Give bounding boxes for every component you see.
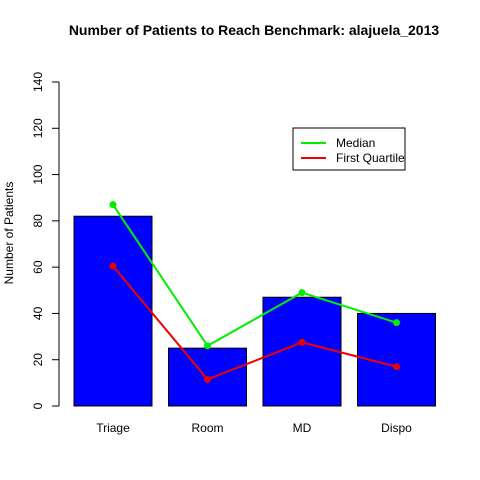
y-tick-label: 0 [31, 402, 45, 409]
x-tick-label: Room [191, 421, 223, 435]
y-tick-label: 120 [31, 118, 45, 138]
series-point [298, 338, 306, 346]
y-tick-label: 80 [31, 214, 45, 228]
y-tick-label: 20 [31, 353, 45, 367]
x-tick-label: MD [293, 421, 312, 435]
series-point [298, 289, 306, 297]
x-axis-tick-labels: Triage Room MD Dispo [96, 421, 412, 435]
series-lines [109, 201, 400, 383]
y-axis-ticks: 0 20 40 60 80 100 120 140 [31, 72, 59, 409]
series-point [204, 342, 211, 350]
chart-title: Number of Patients to Reach Benchmark: a… [69, 22, 440, 38]
y-tick-label: 40 [31, 306, 45, 320]
x-tick-label: Dispo [381, 421, 412, 435]
y-tick-label: 60 [31, 260, 45, 274]
series-line [112, 265, 397, 381]
legend-label: First Quartile [336, 151, 405, 165]
series-point [109, 201, 117, 209]
series-point [109, 262, 117, 270]
series-point [393, 363, 400, 371]
legend-box [292, 127, 406, 171]
series-line [112, 204, 397, 348]
x-tick-label: Triage [96, 421, 130, 435]
bar [262, 296, 342, 407]
bar [73, 215, 153, 407]
series-point [393, 319, 400, 327]
series-point [204, 375, 211, 383]
y-tick-label: 140 [31, 72, 45, 92]
y-tick-label: 100 [31, 164, 45, 184]
bars [73, 215, 436, 407]
legend-label: Median [336, 136, 375, 150]
y-axis-label: Number of Patients [2, 182, 16, 285]
